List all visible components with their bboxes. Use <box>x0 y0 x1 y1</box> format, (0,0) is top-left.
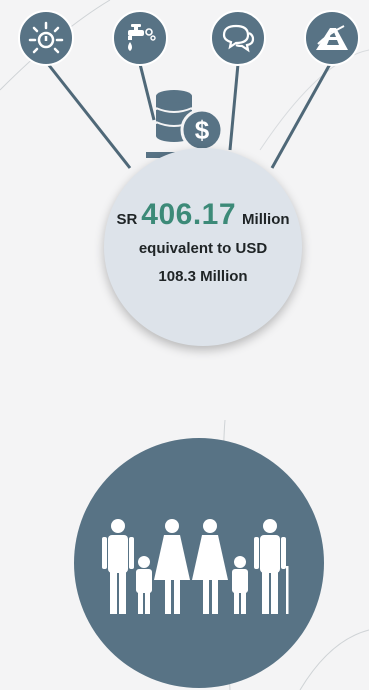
family-circle <box>74 438 324 688</box>
equivalent-usd-line1: equivalent to USD <box>138 240 268 257</box>
amount-value: 406.17 <box>141 198 237 231</box>
water-tap-icon-circle <box>112 10 168 66</box>
currency-label: SR <box>116 211 138 228</box>
sun-icon <box>28 21 64 54</box>
chat-bubbles-icon-circle <box>210 10 266 66</box>
road-icon-circle <box>304 10 360 66</box>
road-icon <box>316 25 348 50</box>
coins-dollar-icon: $ <box>146 90 230 158</box>
water-tap-icon <box>128 24 156 51</box>
svg-text:$: $ <box>195 115 210 145</box>
amount-unit: Million <box>242 211 290 228</box>
equivalent-usd-line2: 108.3 Million <box>158 268 248 285</box>
chat-bubbles-icon <box>222 24 255 53</box>
amount-line: SR 406.17 Million <box>116 198 289 232</box>
family-icon <box>102 519 289 614</box>
amount-circle: SR 406.17 Million equivalent to USD 108.… <box>104 148 302 346</box>
sun-icon-circle <box>18 10 74 66</box>
